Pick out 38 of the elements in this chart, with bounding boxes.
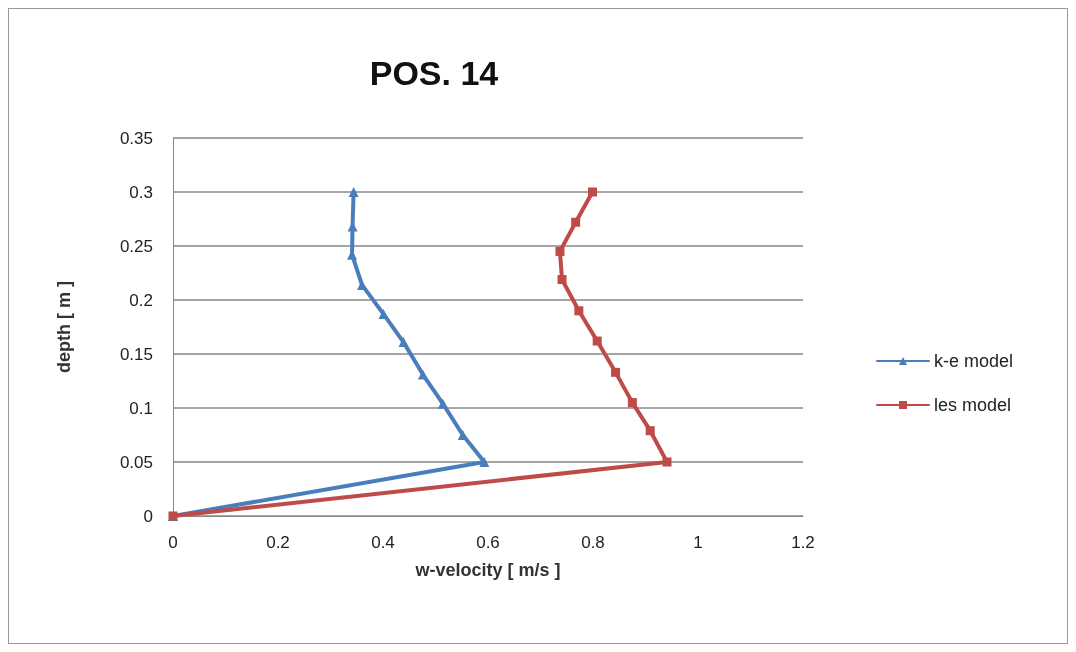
point (417, 369, 428, 380)
legend-label: k-e model (934, 351, 1014, 371)
point (592, 336, 602, 346)
point (662, 457, 672, 467)
y-tick-label: 0.05 (119, 452, 153, 472)
y-tick-label: 0.2 (129, 290, 153, 310)
x-tick-label: 0 (168, 533, 178, 552)
point (357, 279, 367, 290)
y-axis-title: depth [ m ] (54, 281, 74, 373)
x-tick-label: 0.8 (581, 533, 605, 552)
x-tick-label: 0.6 (476, 533, 500, 552)
point (587, 187, 597, 197)
legend-label: les model (934, 395, 1012, 415)
point (645, 426, 655, 436)
point (627, 398, 637, 408)
x-tick-label: 1.2 (791, 533, 815, 552)
point (611, 367, 621, 377)
point (348, 187, 359, 197)
y-tick-label: 0.25 (119, 236, 153, 256)
x-tick-label: 0.4 (371, 533, 395, 552)
point (571, 217, 581, 227)
point (479, 457, 490, 467)
x-axis-title: w-velocity [ m/s ] (414, 560, 561, 580)
y-tick-label: 0.35 (119, 128, 153, 148)
point (378, 309, 389, 320)
y-tick-label: 0 (143, 506, 153, 526)
x-tick-label: 1 (693, 533, 703, 552)
point (557, 274, 567, 284)
chart-title: POS. 14 (369, 54, 499, 92)
point (574, 306, 584, 316)
point (457, 430, 468, 440)
y-tick-label: 0.15 (119, 344, 153, 364)
y-tick-label: 0.1 (129, 398, 153, 418)
y-tick-label: 0.3 (129, 182, 153, 202)
x-tick-label: 0.2 (266, 533, 290, 552)
point (398, 337, 409, 348)
point (555, 246, 565, 256)
point (437, 398, 448, 409)
